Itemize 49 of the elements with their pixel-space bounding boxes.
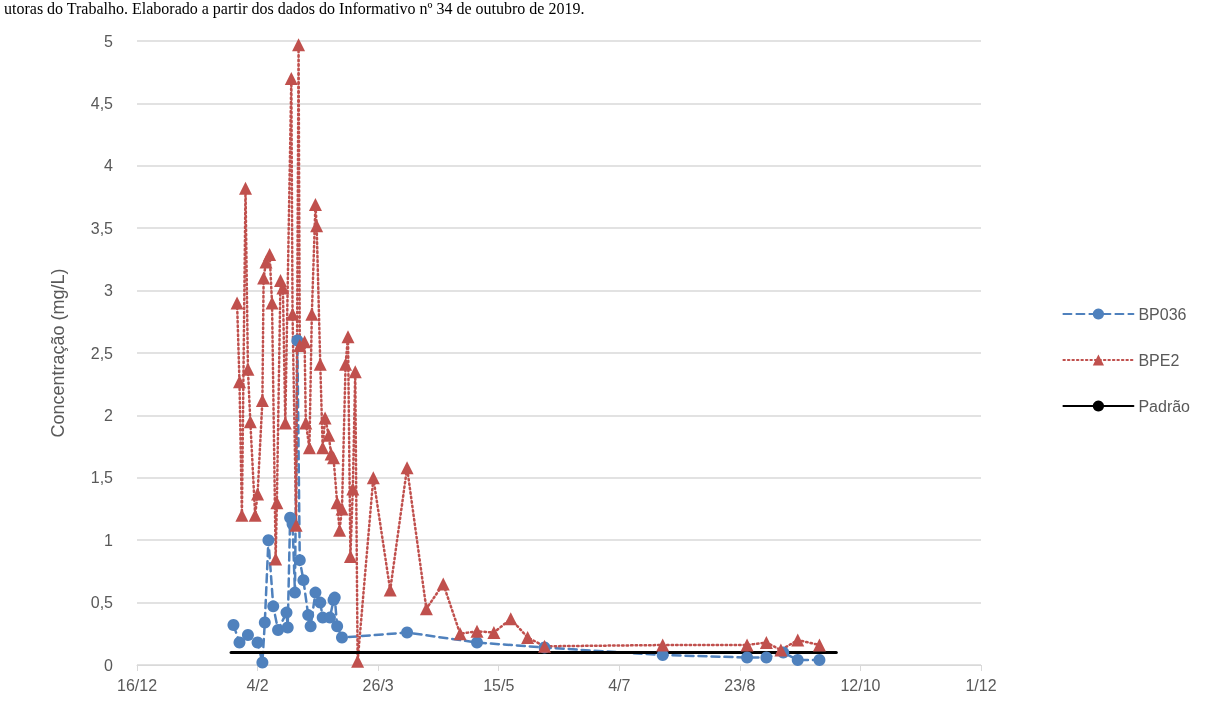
point	[760, 651, 773, 664]
point	[280, 606, 293, 619]
x-tick-label: 23/8	[724, 676, 756, 694]
point	[241, 629, 254, 642]
point	[281, 621, 294, 634]
point	[302, 609, 315, 622]
point	[288, 586, 301, 599]
y-tick-label: 1	[104, 531, 114, 549]
y-tick-label: 1,5	[90, 469, 114, 487]
legend-label: Padrão	[1138, 397, 1191, 415]
y-axis-title: Concentração (mg/L)	[48, 268, 68, 438]
legend-label: BP036	[1138, 305, 1187, 323]
point	[262, 534, 275, 547]
point	[309, 586, 322, 599]
y-tick-label: 0	[104, 656, 114, 674]
point	[791, 654, 804, 666]
x-tick-label: 16/12	[116, 676, 158, 694]
point	[272, 624, 285, 637]
point	[314, 596, 327, 609]
point	[401, 626, 414, 639]
point	[304, 620, 317, 633]
point	[256, 656, 269, 669]
point	[251, 636, 264, 649]
point	[741, 651, 754, 664]
y-tick-label: 2	[104, 406, 114, 424]
point	[813, 654, 826, 666]
x-tick-label: 4/2	[246, 676, 269, 694]
y-tick-label: 0,5	[90, 594, 114, 612]
x-tick-label: 4/7	[608, 676, 631, 694]
legend-label: BPE2	[1138, 351, 1180, 369]
y-tick-label: 4,5	[90, 94, 114, 112]
y-tick-label: 4	[104, 157, 114, 175]
point	[297, 574, 310, 587]
point	[331, 620, 344, 633]
point	[258, 616, 271, 629]
point	[227, 619, 240, 632]
point	[267, 600, 280, 613]
x-tick-label: 1/12	[965, 676, 997, 694]
y-tick-label: 2,5	[90, 344, 114, 362]
y-tick-label: 3	[104, 282, 114, 300]
point	[335, 631, 348, 644]
y-tick-label: 5	[104, 32, 114, 50]
point	[233, 636, 246, 649]
point	[471, 636, 484, 649]
x-tick-label: 12/10	[840, 676, 881, 694]
text: utoras do Trabalho. Elaborado a partir dos dados do Informativo nº 34 de outubro de 2019.	[4, 0, 585, 18]
y-tick-label: 3,5	[90, 219, 114, 237]
x-tick-label: 26/3	[362, 676, 394, 694]
x-tick-label: 15/5	[483, 676, 515, 694]
